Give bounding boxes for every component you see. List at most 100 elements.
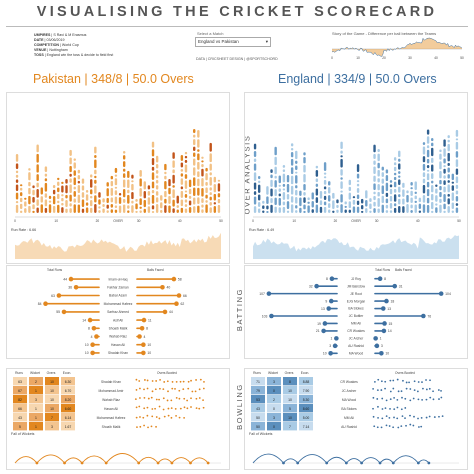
- bowling-cell: [61, 395, 75, 404]
- balls-value: 11: [148, 318, 152, 322]
- batsman-name: JE Root: [350, 292, 362, 296]
- balls-value: 14: [388, 329, 392, 333]
- ball-mark: [340, 190, 343, 193]
- over-dot: [178, 397, 181, 400]
- ball-mark: [447, 167, 450, 173]
- bowling-cell-value: 6.60: [65, 407, 72, 411]
- bowling-cell-value: 67: [18, 389, 22, 393]
- balls-dot: [380, 306, 386, 311]
- ball-mark: [209, 207, 212, 213]
- ball-mark: [151, 181, 155, 189]
- bowling-cell-value: 2: [273, 398, 275, 402]
- bowling-cell-value: 66: [18, 407, 22, 411]
- bowling-col-header: Runs: [15, 371, 23, 375]
- meta-competition: COMPETITION | World Cup: [34, 43, 79, 47]
- over-dot: [405, 381, 408, 384]
- ball-mark: [447, 152, 450, 162]
- balls-dot: [438, 291, 444, 296]
- ball-mark: [197, 178, 200, 187]
- over-dot: [438, 398, 440, 400]
- ball-mark: [257, 202, 261, 207]
- balls-value: 10: [147, 351, 151, 355]
- over-dot: [170, 399, 173, 402]
- story-tick-label: 0: [331, 56, 333, 60]
- over-dot: [143, 424, 145, 427]
- ball-mark: [253, 172, 257, 181]
- ball-mark: [106, 188, 109, 197]
- over-dot: [175, 380, 178, 383]
- ball-mark: [164, 163, 167, 171]
- over-dot: [166, 380, 169, 383]
- ball-mark: [197, 171, 200, 178]
- runs-dot: [328, 350, 333, 356]
- over-dot: [417, 417, 419, 420]
- match-select[interactable]: England vs Pakistan ▾: [195, 37, 271, 47]
- ball-mark: [184, 164, 188, 173]
- ball-mark: [303, 204, 306, 210]
- ball-mark: [418, 197, 422, 203]
- over-dot: [139, 416, 141, 418]
- ball-mark: [356, 180, 360, 183]
- ball-mark: [57, 204, 60, 213]
- batsman-name: MM Ali: [351, 322, 361, 326]
- bowling-cell: [251, 422, 265, 431]
- over-dot: [397, 390, 400, 393]
- ball-mark: [193, 152, 196, 157]
- ball-mark: [253, 150, 257, 158]
- bowling-cell-value: 7.14: [303, 425, 310, 429]
- over-dot: [166, 399, 169, 402]
- ball-mark: [168, 187, 171, 195]
- ball-mark: [410, 187, 413, 190]
- over-dot: [404, 417, 406, 420]
- over-dot: [198, 397, 201, 399]
- ball-mark: [114, 178, 118, 186]
- run-rate-area: [253, 235, 459, 259]
- ball-mark: [340, 155, 343, 158]
- bowling-cell: [283, 377, 297, 386]
- run-rate-label: Run Rate : 6.66: [11, 228, 36, 232]
- england-batting-panel: Total Runs Balls Faced JJ Roy 8 8 JM Bairstow…: [244, 265, 468, 359]
- over-dot: [198, 388, 201, 391]
- ball-mark: [19, 184, 23, 187]
- ball-mark: [369, 203, 372, 210]
- ball-mark: [323, 176, 327, 179]
- wicket-dot: [206, 461, 210, 465]
- ball-mark: [381, 195, 384, 204]
- ball-mark: [455, 176, 459, 184]
- ball-mark: [282, 192, 286, 200]
- bowling-cell: [267, 404, 281, 413]
- ball-mark: [57, 181, 60, 186]
- ball-mark: [44, 207, 48, 213]
- over-dot: [171, 387, 174, 390]
- ball-mark: [28, 195, 31, 205]
- ball-mark: [262, 210, 265, 213]
- ball-mark: [455, 151, 459, 158]
- ball-mark: [274, 166, 277, 175]
- over-dot: [134, 398, 137, 401]
- balls-value: 4: [144, 335, 146, 339]
- ball-mark: [28, 205, 31, 213]
- ball-mark: [377, 169, 380, 177]
- ball-mark: [151, 149, 155, 157]
- over-dot: [376, 398, 379, 400]
- batsman-name: Wahab Riaz: [109, 335, 127, 339]
- ball-mark: [393, 162, 397, 166]
- ball-mark: [295, 160, 298, 165]
- over-dot: [392, 387, 395, 390]
- over-dot: [182, 388, 185, 391]
- ball-mark: [323, 179, 327, 185]
- bowling-col-header: Econ.: [63, 371, 72, 375]
- over-dot: [421, 398, 424, 401]
- ball-mark: [122, 198, 126, 203]
- over-dot: [139, 397, 141, 399]
- over-dot: [143, 396, 146, 399]
- ball-mark: [319, 200, 323, 206]
- ball-mark: [447, 174, 450, 179]
- ball-mark: [290, 158, 294, 166]
- data-credit: DATA | CRICSHEET DESIGN | @SPORTSCHORD: [196, 57, 278, 61]
- ball-mark: [266, 205, 269, 210]
- ball-mark: [307, 201, 310, 204]
- bowling-col-header: Runs: [253, 371, 261, 375]
- ball-mark: [180, 207, 184, 213]
- bowler-name: Mohammad Hafeez: [97, 416, 126, 420]
